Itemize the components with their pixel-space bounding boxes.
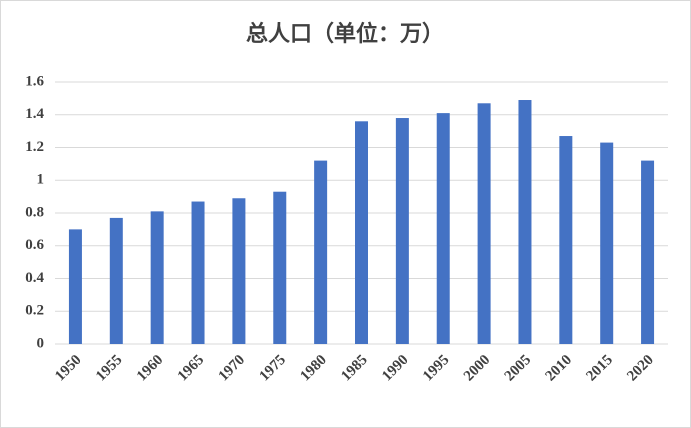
bar bbox=[232, 198, 246, 344]
chart-title: 总人口（单位：万） bbox=[246, 21, 444, 46]
bar bbox=[314, 160, 328, 344]
bar bbox=[150, 211, 164, 344]
bar bbox=[109, 217, 123, 344]
bar bbox=[518, 100, 532, 344]
bar bbox=[559, 136, 573, 344]
bar bbox=[641, 160, 655, 344]
bar bbox=[68, 229, 82, 344]
y-tick-label: 0.2 bbox=[25, 303, 44, 319]
y-tick-label: 1.6 bbox=[25, 73, 44, 89]
bar bbox=[273, 191, 287, 344]
y-tick-label: 1.2 bbox=[25, 139, 44, 155]
bar bbox=[355, 121, 368, 344]
y-tick-label: 0.8 bbox=[25, 204, 44, 220]
bar bbox=[477, 103, 491, 344]
bar bbox=[436, 113, 450, 344]
bar bbox=[191, 201, 205, 344]
y-tick-label: 0.4 bbox=[25, 270, 44, 286]
bar bbox=[600, 142, 614, 344]
bar bbox=[395, 118, 409, 345]
y-tick-label: 0 bbox=[37, 335, 45, 351]
y-tick-label: 1.4 bbox=[25, 106, 44, 122]
y-tick-label: 0.6 bbox=[25, 237, 44, 253]
y-tick-label: 1 bbox=[37, 172, 45, 188]
